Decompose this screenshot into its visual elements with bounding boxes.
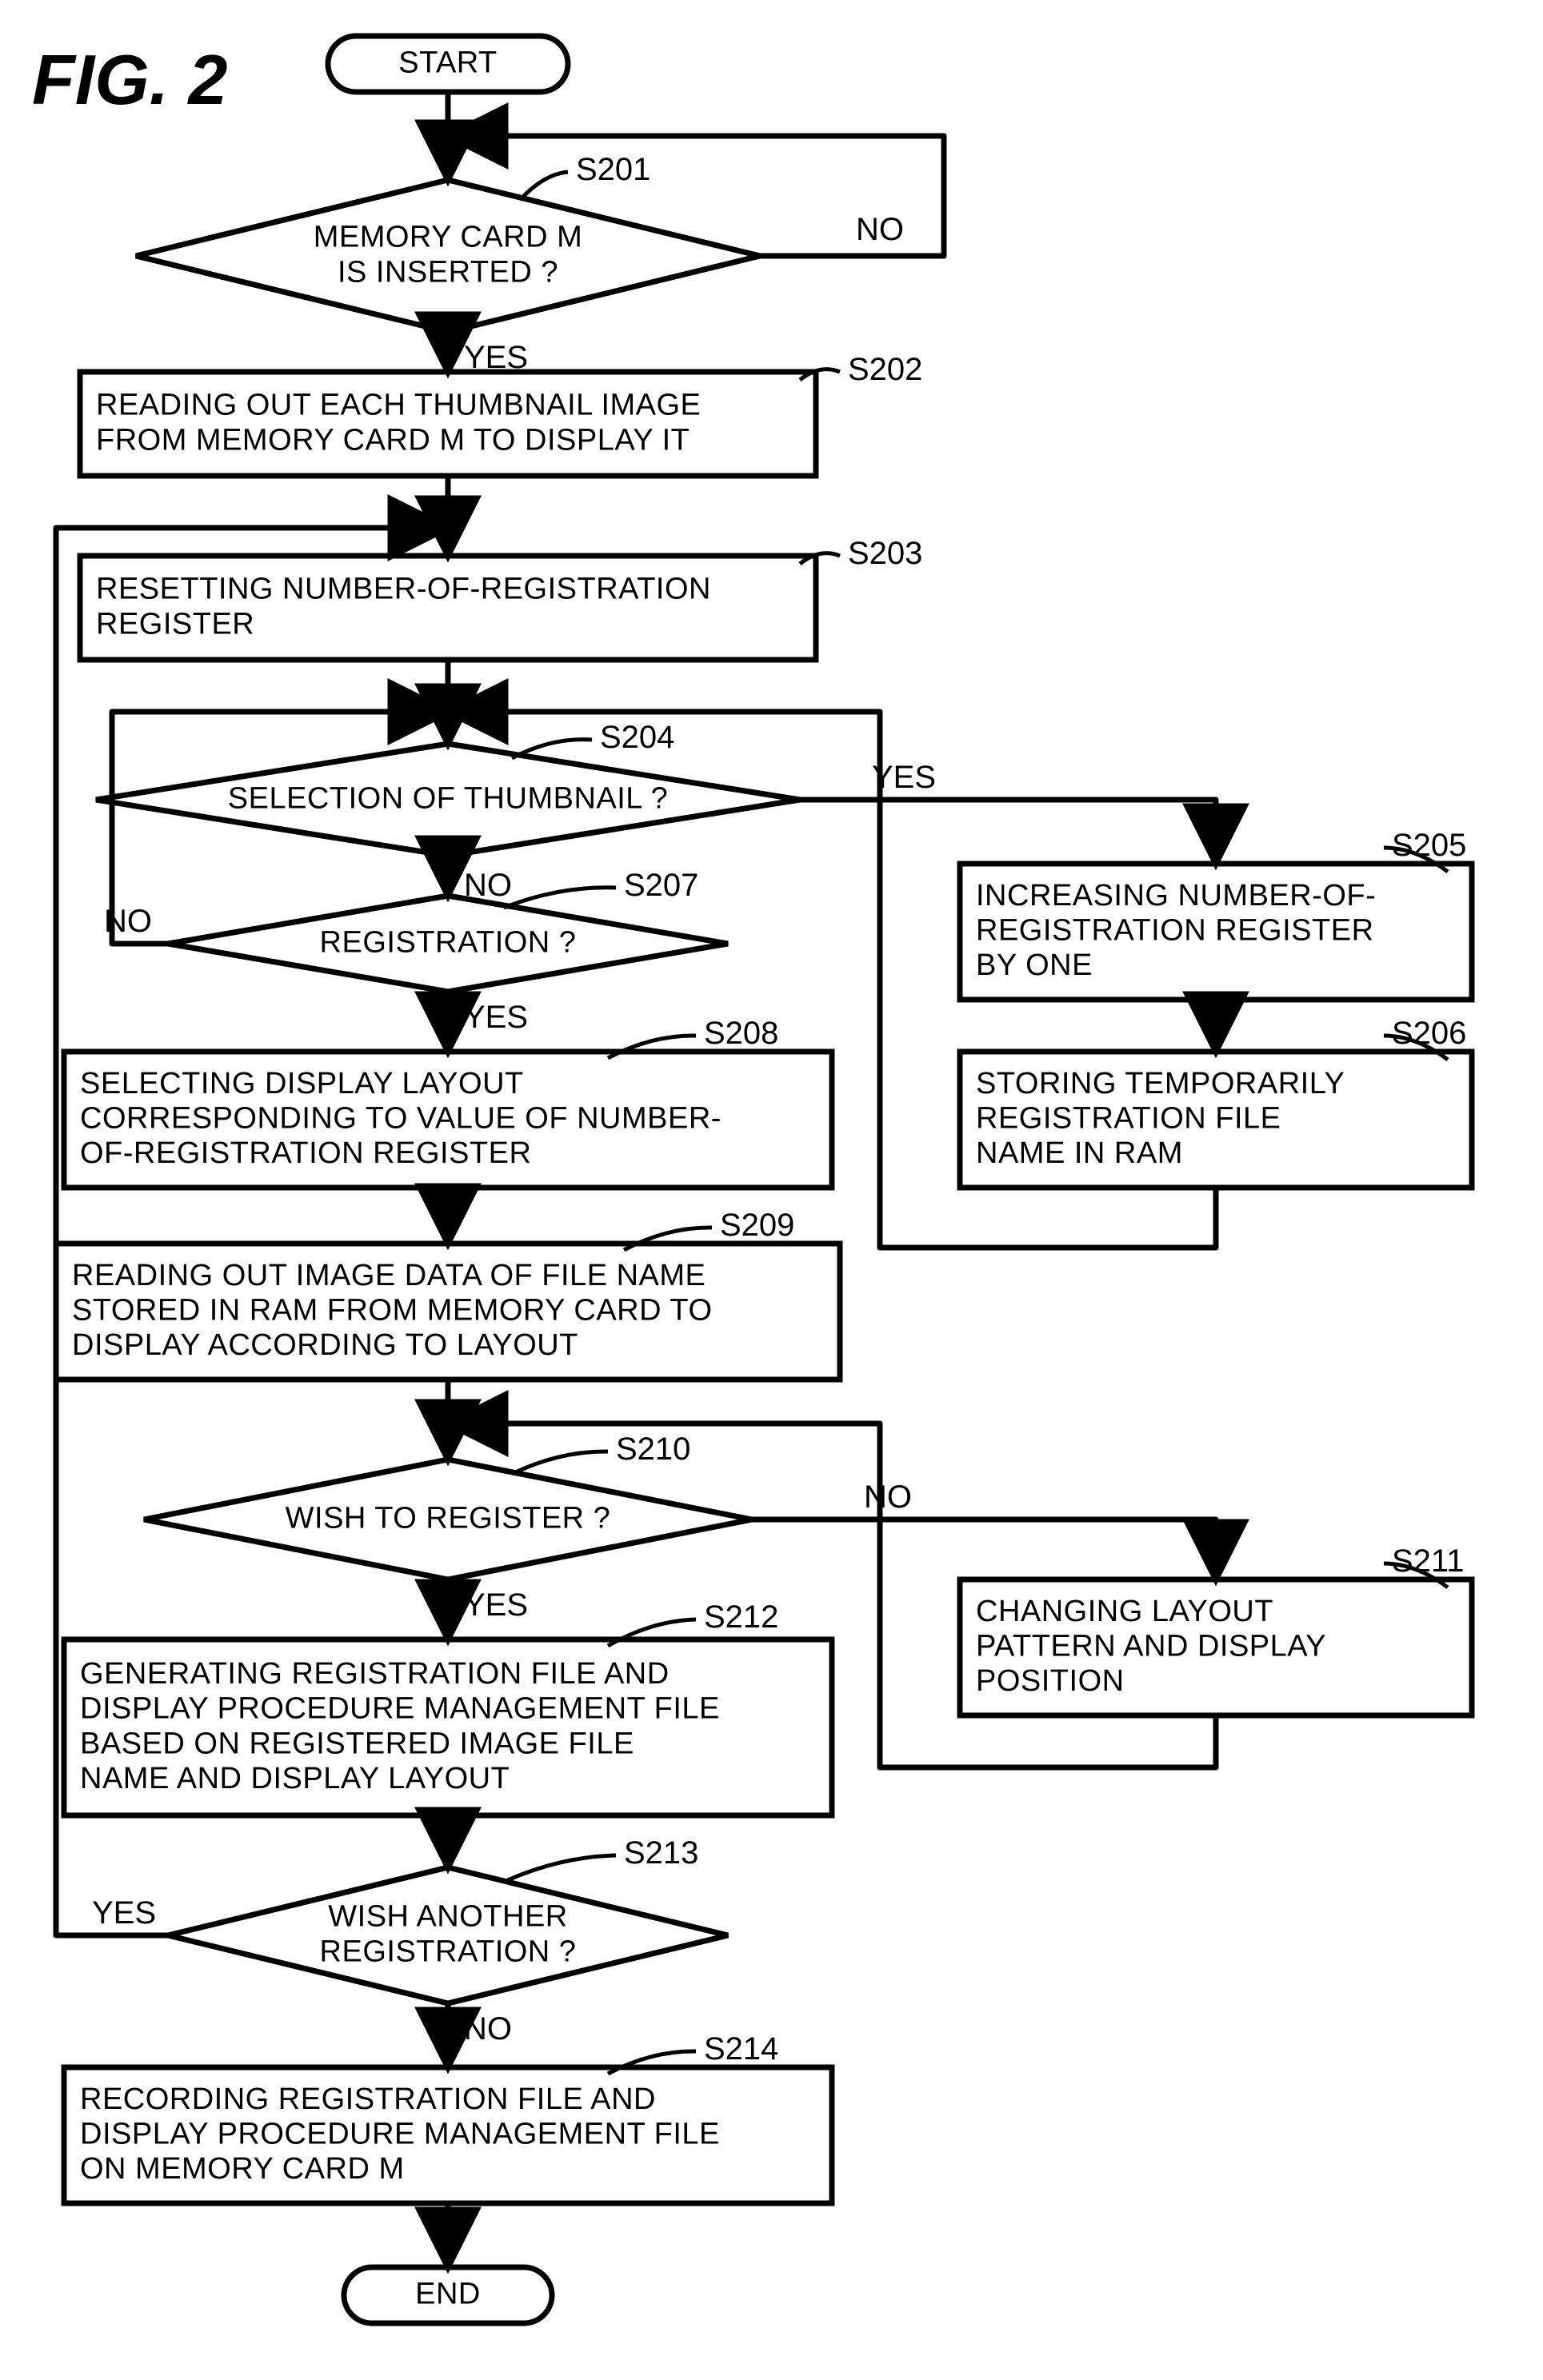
svg-text:NO: NO xyxy=(464,2011,512,2047)
svg-text:REGISTRATION ?: REGISTRATION ? xyxy=(320,925,577,959)
svg-text:READING OUT EACH THUMBNAIL IMA: READING OUT EACH THUMBNAIL IMAGEFROM MEM… xyxy=(96,389,701,457)
svg-text:S204: S204 xyxy=(600,720,674,755)
svg-text:WISH ANOTHERREGISTRATION ?: WISH ANOTHERREGISTRATION ? xyxy=(320,1900,577,1969)
svg-text:S207: S207 xyxy=(624,868,698,903)
svg-text:S212: S212 xyxy=(704,1599,778,1635)
svg-text:S201: S201 xyxy=(576,152,650,187)
svg-text:S202: S202 xyxy=(848,352,922,387)
svg-text:END: END xyxy=(415,2277,481,2310)
svg-text:S214: S214 xyxy=(704,2031,778,2067)
svg-text:YES: YES xyxy=(464,1000,528,1035)
svg-text:YES: YES xyxy=(464,1587,528,1623)
svg-text:S209: S209 xyxy=(720,1208,794,1243)
figure-title: FIG. 2 xyxy=(32,40,228,119)
svg-text:MEMORY CARD MIS INSERTED ?: MEMORY CARD MIS INSERTED ? xyxy=(314,221,583,290)
svg-text:WISH TO REGISTER ?: WISH TO REGISTER ? xyxy=(286,1501,611,1535)
svg-text:S210: S210 xyxy=(616,1432,690,1467)
svg-text:S213: S213 xyxy=(624,1835,698,1871)
svg-text:YES: YES xyxy=(92,1895,156,1931)
svg-text:S203: S203 xyxy=(848,536,922,571)
svg-text:S208: S208 xyxy=(704,1016,778,1051)
svg-text:START: START xyxy=(398,46,498,79)
svg-text:NO: NO xyxy=(864,1480,912,1515)
svg-text:NO: NO xyxy=(856,212,904,247)
svg-text:SELECTION OF THUMBNAIL ?: SELECTION OF THUMBNAIL ? xyxy=(228,781,668,815)
